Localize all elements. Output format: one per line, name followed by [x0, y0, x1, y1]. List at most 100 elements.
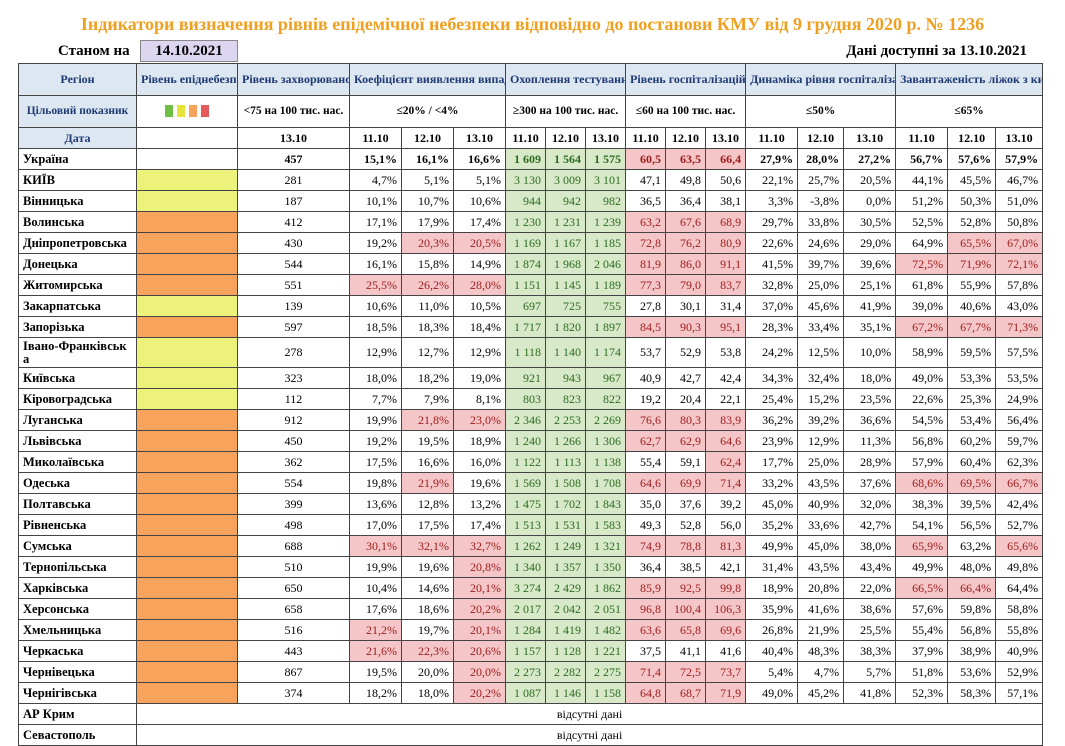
hosp-dynamics-value: 32,8% — [745, 274, 799, 296]
hosp-dynamics-value: 41,8% — [843, 682, 897, 704]
table-row: Сумська 688 30,1% 32,1% 32,7% 1 262 1 249 1 321… — [18, 535, 1044, 557]
region-name: Одеська — [18, 472, 137, 494]
hosp-dynamics-value: 22,6% — [745, 232, 799, 254]
testing-value: 1 419 — [545, 619, 587, 641]
detection-value: 7,9% — [401, 388, 454, 410]
hospitalization-value: 81,3 — [705, 535, 747, 557]
hospitalization-value: 36,5 — [625, 190, 667, 212]
table-row: Львівська 450 19,2% 19,5% 18,9% 1 240 1 266 1 3… — [18, 430, 1044, 452]
oxygen-beds-value: 63,2% — [947, 535, 997, 557]
testing-value: 1 231 — [545, 211, 587, 233]
morbidity-value: 112 — [237, 388, 350, 410]
target-testing: ≥300 на 100 тис. нас. — [505, 95, 627, 128]
table-row: Тернопільська 510 19,9% 19,6% 20,8% 1 340 1 35… — [18, 556, 1044, 578]
testing-value: 921 — [505, 367, 547, 389]
hosp-dynamics-value: 36,2% — [745, 409, 799, 431]
danger-level-cell — [136, 211, 238, 233]
testing-value: 1 862 — [585, 577, 627, 599]
hosp-dynamics-value: 12,9% — [797, 430, 845, 452]
oxygen-beds-value: 61,8% — [895, 274, 949, 296]
detection-value: 4,7% — [349, 169, 402, 191]
hosp-dynamics-value: 34,3% — [745, 367, 799, 389]
hospitalization-value: 84,5 — [625, 316, 667, 338]
detection-value: 25,5% — [349, 274, 402, 296]
oxygen-beds-value: 58,9% — [895, 337, 949, 368]
testing-value: 1 564 — [545, 148, 587, 170]
hospitalization-value: 27,8 — [625, 295, 667, 317]
testing-value: 3 101 — [585, 169, 627, 191]
testing-value: 967 — [585, 367, 627, 389]
morbidity-value: 688 — [237, 535, 350, 557]
hosp-dynamics-value: 5,7% — [843, 661, 897, 683]
testing-value: 1 262 — [505, 535, 547, 557]
detection-value: 20,2% — [452, 598, 507, 620]
level-color-swatch — [165, 105, 173, 118]
oxygen-beds-value: 57,8% — [995, 274, 1044, 296]
testing-value: 2 282 — [545, 661, 587, 683]
oxygen-beds-value: 52,7% — [995, 514, 1044, 536]
region-name: Івано-Франківська — [18, 337, 137, 368]
hospitalization-value: 79,0 — [665, 274, 707, 296]
header-detection: Коефіцієнт виявлення випадків інфікуванн… — [348, 63, 507, 96]
table-row: Черкаська 443 21,6% 22,3% 20,6% 1 157 1 128 1 2… — [18, 640, 1044, 662]
detection-value: 18,2% — [349, 682, 402, 704]
hospitalization-value: 62,9 — [665, 430, 707, 452]
hosp-dynamics-value: 27,9% — [745, 148, 799, 170]
detection-value: 13,6% — [349, 493, 402, 515]
testing-value: 1 321 — [585, 535, 627, 557]
region-name: Львівська — [18, 430, 137, 452]
oxygen-beds-value: 50,8% — [995, 211, 1044, 233]
hospitalization-value: 85,9 — [625, 577, 667, 599]
hospitalization-value: 100,4 — [665, 598, 707, 620]
testing-value: 1 249 — [545, 535, 587, 557]
hosp-dynamics-value: 27,2% — [843, 148, 897, 170]
hospitalization-value: 47,1 — [625, 169, 667, 191]
danger-level-cell — [136, 295, 238, 317]
hospitalization-value: 59,1 — [665, 451, 707, 473]
oxygen-beds-value: 50,3% — [947, 190, 997, 212]
hospitalization-value: 63,5 — [665, 148, 707, 170]
oxygen-beds-value: 59,8% — [947, 598, 997, 620]
testing-value: 1 284 — [505, 619, 547, 641]
detection-value: 16,6% — [401, 451, 454, 473]
oxygen-beds-value: 57,1% — [995, 682, 1044, 704]
date-cell: 12.10 — [401, 127, 454, 149]
detection-value: 20,6% — [452, 640, 507, 662]
detection-value: 17,4% — [452, 211, 507, 233]
table-row: Запорізька 597 18,5% 18,3% 18,4% 1 717 1 820 1 … — [18, 316, 1044, 338]
hospitalization-value: 62,4 — [705, 451, 747, 473]
oxygen-beds-value: 58,8% — [995, 598, 1044, 620]
hospitalization-value: 56,0 — [705, 514, 747, 536]
hospitalization-value: 36,4 — [665, 190, 707, 212]
testing-value: 2 273 — [505, 661, 547, 683]
oxygen-beds-value: 44,1% — [895, 169, 949, 191]
hospitalization-value: 73,7 — [705, 661, 747, 683]
hospitalization-value: 41,1 — [665, 640, 707, 662]
testing-value: 1 189 — [585, 274, 627, 296]
date-cell: 13.10 — [705, 127, 747, 149]
detection-value: 18,0% — [349, 367, 402, 389]
table-row: Чернігівська 374 18,2% 18,0% 20,2% 1 087 1 146… — [18, 682, 1044, 704]
danger-level-cell — [136, 577, 238, 599]
hospitalization-value: 77,3 — [625, 274, 667, 296]
region-name: АР Крим — [18, 703, 137, 725]
oxygen-beds-value: 57,6% — [895, 598, 949, 620]
oxygen-beds-value: 53,3% — [947, 367, 997, 389]
hosp-dynamics-value: 40,4% — [745, 640, 799, 662]
hosp-dynamics-value: 32,4% — [797, 367, 845, 389]
region-name: Чернігівська — [18, 682, 137, 704]
danger-level-cell — [136, 493, 238, 515]
oxygen-beds-value: 40,9% — [995, 640, 1044, 662]
hosp-dynamics-value: 33,6% — [797, 514, 845, 536]
detection-value: 10,5% — [452, 295, 507, 317]
danger-level-cell — [136, 190, 238, 212]
target-label: Цільовий показник — [18, 95, 137, 128]
oxygen-beds-value: 56,5% — [947, 514, 997, 536]
hosp-dynamics-value: 43,4% — [843, 556, 897, 578]
detection-value: 19,5% — [349, 661, 402, 683]
oxygen-beds-value: 65,9% — [895, 535, 949, 557]
testing-value: 1 169 — [505, 232, 547, 254]
morbidity-value: 139 — [237, 295, 350, 317]
detection-value: 14,6% — [401, 577, 454, 599]
testing-value: 944 — [505, 190, 547, 212]
